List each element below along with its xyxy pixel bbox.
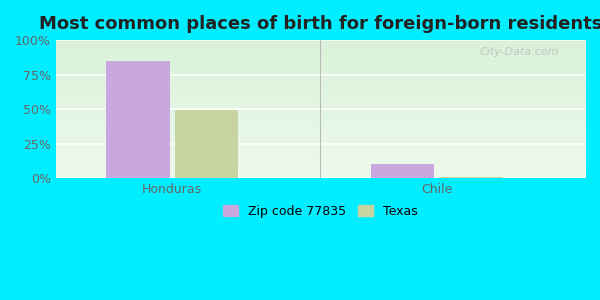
Text: City-Data.com: City-Data.com bbox=[479, 47, 559, 57]
Bar bbox=[175, 110, 238, 178]
Bar bbox=[439, 177, 503, 178]
Legend: Zip code 77835, Texas: Zip code 77835, Texas bbox=[219, 201, 422, 221]
Bar bbox=[371, 164, 434, 178]
Bar bbox=[106, 61, 170, 178]
Title: Most common places of birth for foreign-born residents: Most common places of birth for foreign-… bbox=[38, 15, 600, 33]
